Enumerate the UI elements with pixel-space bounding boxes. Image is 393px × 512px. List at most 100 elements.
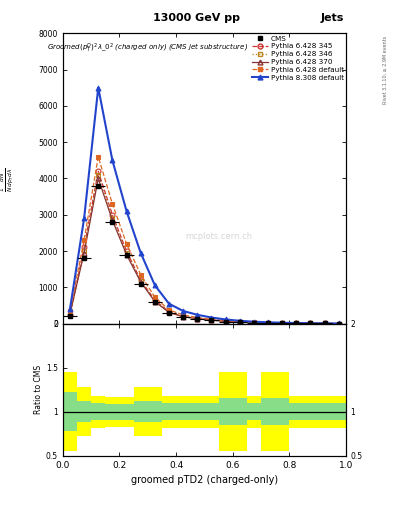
Pythia 6.428 370 [124, 251, 129, 258]
Pythia 6.428 370 [308, 321, 313, 327]
Pythia 6.428 default [237, 318, 242, 325]
Pythia 6.428 346 [96, 172, 101, 178]
Pythia 8.308 default [96, 84, 101, 91]
Pythia 6.428 370 [68, 311, 72, 317]
Pythia 6.428 370 [82, 250, 86, 256]
Text: mcplots.cern.ch: mcplots.cern.ch [185, 232, 252, 241]
Pythia 6.428 370 [223, 318, 228, 325]
Pythia 6.428 346 [280, 320, 285, 326]
Pythia 6.428 default [68, 308, 72, 314]
Pythia 6.428 default [294, 320, 299, 326]
Pythia 6.428 345 [237, 319, 242, 325]
Line: Pythia 8.308 default: Pythia 8.308 default [68, 86, 341, 326]
Pythia 6.428 346 [110, 216, 115, 222]
Pythia 8.308 default [110, 157, 115, 163]
Pythia 8.308 default [280, 319, 285, 326]
Pythia 6.428 346 [68, 312, 72, 318]
Pythia 6.428 345 [223, 318, 228, 324]
Pythia 8.308 default [294, 320, 299, 326]
Pythia 6.428 default [266, 319, 270, 326]
Legend: CMS, Pythia 6.428 345, Pythia 6.428 346, Pythia 6.428 370, Pythia 6.428 default,: CMS, Pythia 6.428 345, Pythia 6.428 346,… [252, 35, 343, 81]
Pythia 6.428 345 [322, 321, 327, 327]
Pythia 8.308 default [209, 314, 214, 321]
Pythia 6.428 default [110, 201, 115, 207]
Pythia 6.428 345 [209, 317, 214, 323]
Text: Rivet 3.1.10, ≥ 2.9M events: Rivet 3.1.10, ≥ 2.9M events [383, 36, 387, 104]
Pythia 6.428 345 [124, 248, 129, 254]
Line: Pythia 6.428 346: Pythia 6.428 346 [68, 173, 341, 326]
Pythia 6.428 345 [138, 277, 143, 283]
Pythia 6.428 370 [237, 319, 242, 325]
Line: Pythia 6.428 345: Pythia 6.428 345 [68, 169, 341, 326]
Pythia 6.428 346 [167, 309, 171, 315]
Pythia 6.428 345 [68, 311, 72, 317]
Pythia 6.428 default [280, 320, 285, 326]
Line: Pythia 6.428 default: Pythia 6.428 default [68, 154, 341, 326]
Pythia 6.428 370 [336, 321, 341, 327]
Pythia 6.428 346 [266, 320, 270, 326]
Pythia 6.428 default [181, 312, 185, 318]
Pythia 6.428 345 [82, 244, 86, 250]
Pythia 8.308 default [308, 320, 313, 326]
Pythia 6.428 370 [322, 321, 327, 327]
Pythia 6.428 370 [266, 320, 270, 326]
Pythia 6.428 346 [336, 321, 341, 327]
Pythia 6.428 default [167, 307, 171, 313]
Text: Jets: Jets [321, 13, 344, 23]
Text: $\frac{1}{\mathit{N}}\frac{d\mathit{N}}{d\mathit{p}_T d\lambda}$: $\frac{1}{\mathit{N}}\frac{d\mathit{N}}{… [0, 167, 17, 191]
Text: Groomed$(p_T^D)^2\lambda\_0^2$ (charged only) (CMS jet substructure): Groomed$(p_T^D)^2\lambda\_0^2$ (charged … [47, 42, 248, 55]
Pythia 8.308 default [124, 208, 129, 214]
Pythia 6.428 346 [82, 248, 86, 254]
Pythia 6.428 346 [237, 319, 242, 325]
Pythia 6.428 346 [308, 321, 313, 327]
Pythia 6.428 370 [138, 279, 143, 285]
Pythia 6.428 346 [294, 320, 299, 326]
Pythia 6.428 370 [252, 319, 256, 326]
Pythia 6.428 default [223, 317, 228, 324]
Pythia 6.428 370 [195, 316, 200, 322]
Pythia 8.308 default [181, 308, 185, 314]
Pythia 6.428 346 [124, 250, 129, 256]
Pythia 8.308 default [336, 321, 341, 327]
Pythia 8.308 default [223, 316, 228, 323]
Pythia 8.308 default [252, 318, 256, 325]
Pythia 6.428 345 [96, 168, 101, 174]
Line: Pythia 6.428 370: Pythia 6.428 370 [68, 176, 341, 326]
Pythia 6.428 default [209, 316, 214, 323]
Pythia 6.428 345 [336, 321, 341, 327]
Pythia 6.428 346 [322, 321, 327, 327]
Pythia 6.428 345 [280, 320, 285, 326]
Pythia 8.308 default [152, 282, 157, 288]
Pythia 6.428 345 [308, 321, 313, 327]
Pythia 6.428 370 [167, 309, 171, 315]
Pythia 6.428 345 [110, 211, 115, 218]
Pythia 6.428 default [308, 321, 313, 327]
Pythia 8.308 default [237, 318, 242, 324]
Pythia 6.428 default [138, 271, 143, 278]
Pythia 6.428 370 [110, 217, 115, 223]
Pythia 6.428 default [322, 321, 327, 327]
Pythia 6.428 370 [294, 320, 299, 326]
Pythia 6.428 default [252, 319, 256, 325]
Pythia 8.308 default [68, 306, 72, 312]
Pythia 6.428 default [152, 294, 157, 300]
Pythia 6.428 345 [181, 313, 185, 319]
Pythia 6.428 346 [152, 298, 157, 304]
Pythia 6.428 default [336, 321, 341, 327]
Pythia 6.428 default [96, 154, 101, 160]
Pythia 6.428 default [195, 314, 200, 321]
Pythia 6.428 370 [209, 317, 214, 323]
Pythia 6.428 346 [195, 315, 200, 322]
Pythia 6.428 370 [280, 320, 285, 326]
Text: 13000 GeV pp: 13000 GeV pp [153, 13, 240, 23]
Pythia 6.428 345 [167, 309, 171, 315]
Pythia 6.428 345 [152, 297, 157, 303]
Pythia 6.428 345 [294, 320, 299, 326]
X-axis label: groomed pTD2 (charged-only): groomed pTD2 (charged-only) [131, 475, 278, 485]
Pythia 6.428 370 [96, 176, 101, 182]
Pythia 6.428 346 [252, 319, 256, 326]
Pythia 6.428 default [124, 241, 129, 247]
Pythia 6.428 346 [138, 278, 143, 284]
Y-axis label: Ratio to CMS: Ratio to CMS [34, 365, 43, 414]
Pythia 6.428 370 [152, 298, 157, 305]
